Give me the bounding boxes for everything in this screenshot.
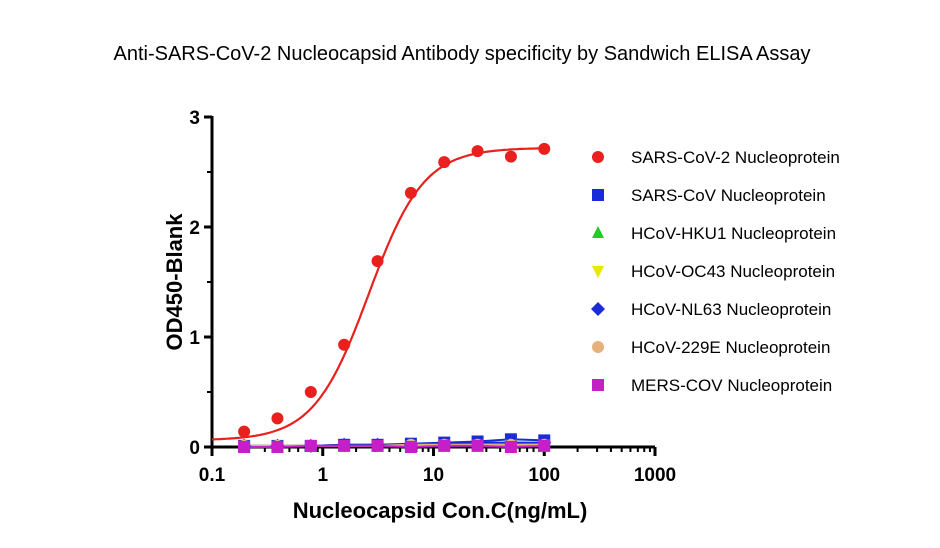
legend-label: MERS-COV Nucleoprotein [631, 376, 832, 395]
y-tick-label: 1 [189, 328, 200, 349]
legend-label: HCoV-OC43 Nucleoprotein [631, 262, 835, 281]
y-tick-label: 3 [189, 108, 200, 129]
data-point [404, 441, 417, 453]
data-point [238, 441, 251, 453]
data-point [304, 386, 317, 398]
x-tick-label: 1 [317, 465, 328, 486]
legend-label: HCoV-HKU1 Nucleoprotein [631, 224, 836, 243]
data-point [238, 425, 251, 438]
y-axis-label: OD450-Blank [162, 213, 187, 351]
legend-label: SARS-CoV Nucleoprotein [631, 186, 826, 205]
x-tick-label: 100 [528, 465, 560, 486]
data-point [404, 186, 417, 199]
legend-label: SARS-CoV-2 Nucleoprotein [631, 148, 840, 167]
legend-label: HCoV-229E Nucleoprotein [631, 338, 830, 357]
data-point [271, 441, 284, 453]
legend-marker [592, 151, 604, 163]
data-point [438, 156, 451, 169]
legend-marker [592, 379, 604, 391]
plot-area: 0 1 2 3 0.1 1 10 100 1000 [189, 108, 676, 486]
data-point [371, 255, 384, 268]
legend: SARS-CoV-2 Nucleoprotein SARS-CoV Nucleop… [591, 148, 840, 395]
y-tick-label: 2 [189, 218, 200, 239]
legend-marker [592, 266, 604, 278]
data-point [271, 412, 284, 425]
legend-marker [592, 341, 604, 353]
data-point [504, 150, 517, 163]
data-point [304, 439, 317, 452]
legend-marker [592, 189, 604, 201]
legend-label: HCoV-NL63 Nucleoprotein [631, 300, 831, 319]
series-fit-line [244, 444, 545, 449]
fit-curve [212, 147, 545, 441]
data-point [471, 145, 484, 158]
data-point [438, 439, 451, 452]
data-point [338, 338, 351, 351]
data-point [371, 439, 384, 452]
data-point [538, 439, 551, 452]
data-point [538, 142, 551, 155]
legend-marker [591, 302, 605, 316]
legend-marker [592, 226, 604, 238]
data-point [471, 439, 484, 452]
y-tick-label: 0 [189, 438, 200, 459]
x-tick-label: 0.1 [199, 465, 226, 486]
x-tick-label: 1000 [634, 465, 676, 486]
data-point [504, 441, 517, 453]
x-tick-label: 10 [423, 465, 444, 486]
chart-title: Anti-SARS-CoV-2 Nucleocapsid Antibody sp… [113, 43, 810, 65]
data-point [338, 439, 351, 452]
x-axis-label: Nucleocapsid Con.C(ng/mL) [293, 498, 588, 523]
